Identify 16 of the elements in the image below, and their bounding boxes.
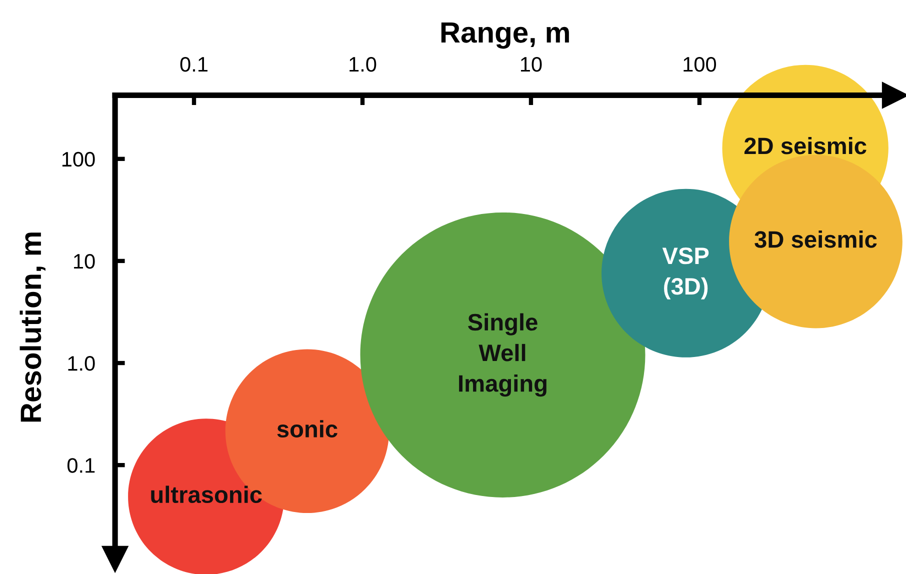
series-label: 3D seismic (754, 230, 877, 248)
x-tick-label: 1.0 (350, 56, 376, 72)
series-label: 2D seismic (744, 136, 866, 154)
x-tick-label: 10 (520, 56, 542, 72)
y-tick-label: 100 (62, 152, 95, 167)
y-tick-label: 0.1 (67, 458, 95, 473)
series-label: sonic (277, 420, 338, 438)
y-tick-label: 1.0 (68, 356, 95, 371)
x-tick-label: 0.1 (180, 56, 208, 72)
series-label: ultrasonic (151, 486, 262, 504)
y-tick-label: 10 (74, 254, 95, 269)
y-axis-title: Resolution, m (20, 232, 46, 422)
x-axis-title: Range, m (441, 22, 569, 49)
series-label: VSP (3D) (662, 247, 709, 300)
series-label: Single Well Imaging (459, 313, 546, 397)
x-tick-label: 100 (684, 56, 716, 72)
